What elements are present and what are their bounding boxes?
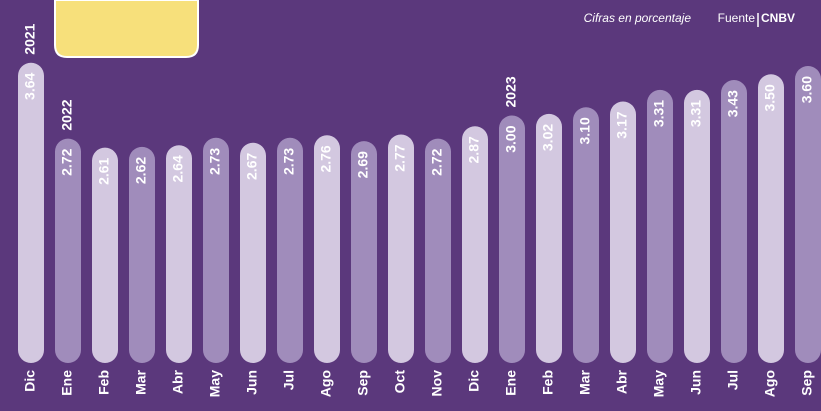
bar: [647, 89, 673, 364]
x-tick-label: Jun: [244, 370, 260, 395]
bar: [166, 145, 192, 363]
x-tick-label: Ago: [318, 370, 334, 397]
value-label: 3.00: [503, 125, 519, 152]
x-tick-label: Oct: [392, 370, 408, 394]
bar: [55, 138, 81, 363]
value-label: 2.61: [96, 157, 112, 184]
year-label: 2022: [59, 99, 75, 130]
value-label: 3.50: [762, 84, 778, 111]
year-label: 2023: [503, 76, 519, 107]
bar: [536, 113, 562, 363]
bar: [758, 74, 784, 363]
x-tick-label: Ago: [762, 370, 778, 397]
value-label: 3.31: [651, 100, 667, 127]
value-label: 2.67: [244, 153, 260, 180]
bar: [462, 126, 488, 363]
x-tick-label: Abr: [614, 369, 630, 394]
value-label: 2.72: [429, 148, 445, 175]
x-tick-label: Mar: [577, 369, 593, 394]
x-tick-label: Sep: [799, 370, 815, 396]
bar: [721, 80, 747, 364]
bar: [18, 62, 44, 363]
x-tick-label: Feb: [540, 370, 556, 395]
value-label: 3.17: [614, 111, 630, 138]
value-label: 3.31: [688, 100, 704, 127]
value-label: 2.73: [281, 148, 297, 175]
value-label: 2.64: [170, 155, 186, 182]
bar: [129, 146, 155, 363]
value-label: 3.02: [540, 124, 556, 151]
highlight-box: [54, 0, 199, 58]
value-label: 2.73: [207, 148, 223, 175]
source-label: Fuente: [718, 11, 756, 25]
x-tick-label: Sep: [355, 370, 371, 396]
x-tick-label: May: [207, 370, 223, 397]
x-tick-label: Nov: [429, 370, 445, 397]
bar: [203, 137, 229, 363]
x-tick-label: May: [651, 370, 667, 397]
bar: [610, 101, 636, 363]
source-name: CNBV: [761, 11, 795, 25]
bar: [795, 66, 821, 363]
bar: [425, 138, 451, 363]
x-tick-label: Ene: [59, 370, 75, 396]
x-tick-label: Mar: [133, 369, 149, 394]
x-tick-label: Ene: [503, 370, 519, 396]
value-label: 2.87: [466, 136, 482, 163]
bar: [499, 115, 525, 363]
value-label: 3.43: [725, 90, 741, 117]
x-tick-label: Jul: [725, 370, 741, 390]
x-tick-label: Feb: [96, 370, 112, 395]
bar: [573, 107, 599, 363]
bar: [277, 137, 303, 363]
value-label: 2.77: [392, 144, 408, 171]
value-label: 2.69: [355, 151, 371, 178]
x-tick-label: Dic: [22, 370, 38, 392]
x-tick-label: Abr: [170, 369, 186, 394]
bar: [92, 147, 118, 363]
bar: [684, 89, 710, 364]
bar: [351, 141, 377, 363]
x-tick-label: Jun: [688, 370, 704, 395]
x-tick-label: Dic: [466, 370, 482, 392]
bar: [314, 135, 340, 363]
bar: [240, 142, 266, 363]
value-label: 2.76: [318, 145, 334, 172]
year-label: 2021: [22, 23, 38, 54]
bar: [388, 134, 414, 363]
value-label: 3.10: [577, 117, 593, 144]
value-label: 3.64: [22, 72, 38, 99]
x-tick-label: Jul: [281, 370, 297, 390]
value-label: 2.72: [59, 148, 75, 175]
value-label: 2.62: [133, 157, 149, 184]
value-label: 3.60: [799, 76, 815, 103]
note: Cifras en porcentaje: [584, 11, 692, 25]
